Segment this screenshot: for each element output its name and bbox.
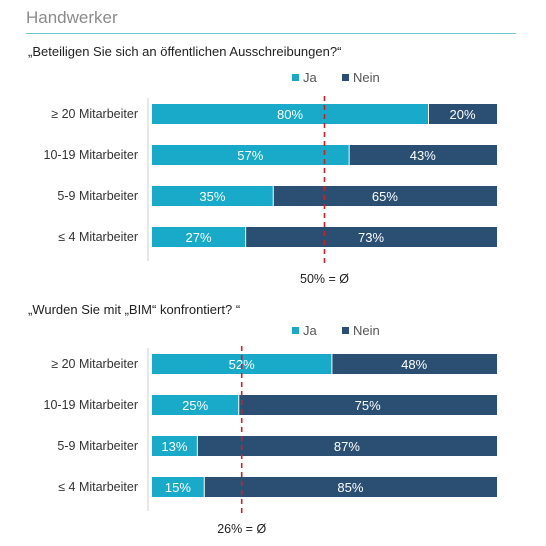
data-label: 43%	[410, 148, 436, 163]
data-label: 13%	[161, 439, 187, 454]
page-title: Handwerker	[26, 8, 118, 27]
legend-label-nein: Nein	[353, 323, 380, 338]
data-label: 15%	[165, 480, 191, 495]
category-label: 10-19 Mitarbeiter	[44, 148, 139, 162]
bar-ja	[152, 395, 239, 415]
bar-nein	[246, 227, 497, 247]
chart-1-title: „Beteiligen Sie sich an öffentlichen Aus…	[28, 44, 342, 59]
chart-2: ≥ 20 Mitarbeiter 52% 48%10-19 Mitarbeiter 2…	[44, 346, 497, 536]
data-label: 20%	[449, 107, 475, 122]
data-label: 87%	[334, 439, 360, 454]
bar-nein	[197, 436, 497, 456]
chart-2-legend-nein: Nein	[342, 323, 380, 338]
chart-2-legend-ja: Ja	[292, 323, 317, 338]
bar-ja	[152, 186, 273, 206]
bar-nein	[273, 186, 497, 206]
data-label: 48%	[401, 357, 427, 372]
chart-1-legend-nein: Nein	[342, 70, 380, 85]
legend-swatch-nein	[342, 327, 349, 334]
bar-ja	[152, 436, 197, 456]
category-label: ≤ 4 Mitarbeiter	[58, 230, 138, 244]
bar-nein	[349, 145, 497, 165]
average-label: 50% = Ø	[300, 272, 349, 286]
legend-label-nein: Nein	[353, 70, 380, 85]
bar-ja	[152, 104, 428, 124]
category-label: ≤ 4 Mitarbeiter	[58, 480, 138, 494]
data-label: 27%	[186, 230, 212, 245]
legend-swatch-ja	[292, 327, 299, 334]
category-label: 5-9 Mitarbeiter	[57, 439, 138, 453]
legend-label-ja: Ja	[303, 323, 317, 338]
data-label: 65%	[372, 189, 398, 204]
category-label: ≥ 20 Mitarbeiter	[51, 107, 138, 121]
chart-1-legend-ja: Ja	[292, 70, 317, 85]
average-label: 26% = Ø	[217, 522, 266, 536]
legend-swatch-ja	[292, 74, 299, 81]
bar-nein	[239, 395, 497, 415]
data-label: 73%	[358, 230, 384, 245]
data-label: 35%	[199, 189, 225, 204]
bar-ja	[152, 477, 204, 497]
data-label: 75%	[355, 398, 381, 413]
data-label: 85%	[337, 480, 363, 495]
data-label: 57%	[237, 148, 263, 163]
header-divider	[26, 33, 516, 34]
data-label: 25%	[182, 398, 208, 413]
chart-1: ≥ 20 Mitarbeiter 80% 20% 10-19 Mitarbeiter 5…	[44, 96, 497, 286]
legend-swatch-nein	[342, 74, 349, 81]
category-label: 10-19 Mitarbeiter	[44, 398, 139, 412]
category-label: ≥ 20 Mitarbeiter	[51, 357, 138, 371]
data-label: 80%	[277, 107, 303, 122]
bar-ja	[152, 227, 246, 247]
bar-nein	[204, 477, 497, 497]
category-label: 5-9 Mitarbeiter	[57, 189, 138, 203]
bar-nein	[332, 354, 497, 374]
bar-ja	[152, 145, 349, 165]
chart-2-title: „Wurden Sie mit „BIM“ konfrontiert? “	[28, 302, 241, 317]
legend-label-ja: Ja	[303, 70, 317, 85]
bar-nein	[429, 104, 497, 124]
